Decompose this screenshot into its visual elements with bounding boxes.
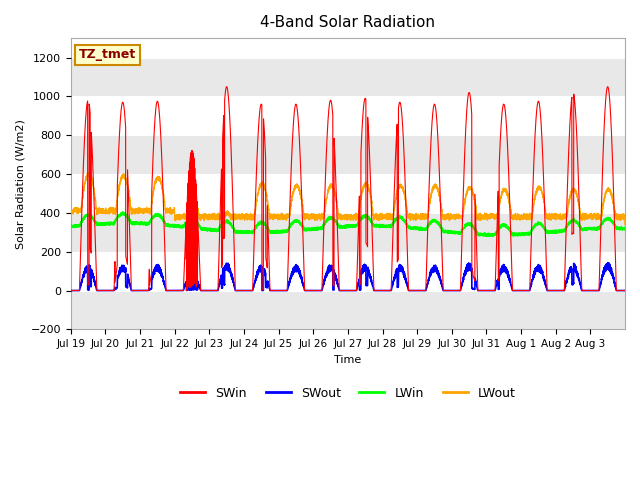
Bar — [71, 96, 625, 135]
LWin — [118, 209, 126, 215]
SWout — [605, 260, 612, 266]
SWout — [500, 262, 508, 267]
LWout — [67, 210, 75, 216]
LWin — [67, 224, 75, 229]
SWout — [621, 288, 629, 293]
SWin — [541, 230, 549, 236]
Y-axis label: Solar Radiation (W/m2): Solar Radiation (W/m2) — [15, 119, 25, 249]
LWin — [542, 228, 550, 234]
SWin — [604, 84, 611, 90]
Bar — [71, 58, 625, 96]
LWout — [621, 222, 629, 228]
LWout — [500, 185, 508, 191]
SWout — [398, 265, 406, 271]
Bar — [71, 290, 625, 329]
Legend: SWin, SWout, LWin, LWout: SWin, SWout, LWin, LWout — [175, 382, 520, 405]
X-axis label: Time: Time — [334, 355, 362, 365]
SWout — [369, 282, 376, 288]
Bar — [71, 252, 625, 290]
LWout — [398, 184, 406, 190]
SWin — [621, 288, 629, 293]
SWout — [527, 283, 535, 288]
Line: LWout: LWout — [71, 172, 625, 225]
LWout — [541, 207, 549, 213]
SWout — [541, 282, 549, 288]
Bar — [71, 213, 625, 252]
SWin — [182, 231, 189, 237]
SWin — [369, 236, 376, 242]
Line: LWin: LWin — [71, 212, 625, 236]
Bar — [71, 135, 625, 174]
Text: TZ_tmet: TZ_tmet — [79, 48, 136, 61]
LWout — [369, 206, 376, 212]
LWin — [527, 228, 535, 234]
Line: SWout: SWout — [71, 263, 625, 290]
Title: 4-Band Solar Radiation: 4-Band Solar Radiation — [260, 15, 435, 30]
LWin — [398, 215, 406, 220]
SWin — [398, 115, 406, 120]
LWout — [527, 212, 535, 217]
LWout — [84, 169, 92, 175]
SWin — [67, 288, 75, 293]
SWout — [67, 288, 75, 293]
SWout — [182, 280, 189, 286]
LWout — [182, 213, 189, 218]
Bar — [71, 174, 625, 213]
LWin — [488, 233, 495, 239]
SWin — [527, 243, 535, 249]
SWin — [500, 101, 508, 107]
LWin — [182, 219, 189, 225]
LWin — [500, 224, 508, 229]
LWin — [369, 220, 376, 226]
LWin — [621, 224, 629, 230]
Line: SWin: SWin — [71, 87, 625, 290]
